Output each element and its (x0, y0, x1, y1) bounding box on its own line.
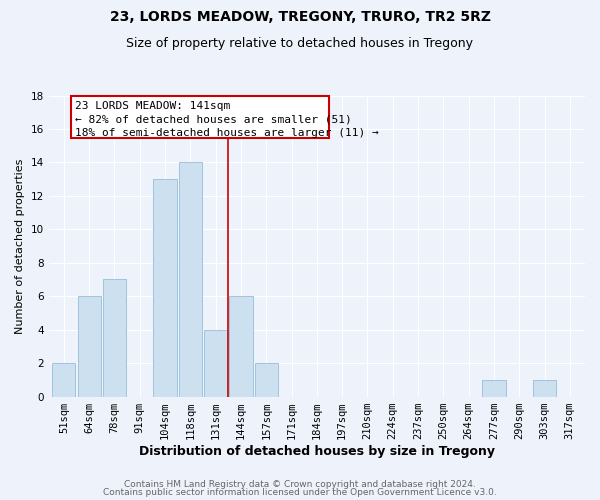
Bar (52, 363, 76, 396)
Text: Contains HM Land Registry data © Crown copyright and database right 2024.: Contains HM Land Registry data © Crown c… (124, 480, 476, 489)
Bar (77, 296, 101, 396)
Text: Size of property relative to detached houses in Tregony: Size of property relative to detached ho… (127, 38, 473, 51)
X-axis label: Distribution of detached houses by size in Tregony: Distribution of detached houses by size … (139, 444, 495, 458)
Bar (179, 162, 202, 396)
Bar (254, 363, 278, 396)
Bar (482, 380, 506, 396)
Text: 18% of semi-detached houses are larger (11) →: 18% of semi-detached houses are larger (… (75, 128, 379, 138)
Bar (204, 330, 227, 396)
Bar (71, 96, 329, 138)
Text: Contains public sector information licensed under the Open Government Licence v3: Contains public sector information licen… (103, 488, 497, 497)
Bar (103, 280, 126, 396)
Bar (229, 296, 253, 396)
Y-axis label: Number of detached properties: Number of detached properties (15, 158, 25, 334)
Text: 23 LORDS MEADOW: 141sqm: 23 LORDS MEADOW: 141sqm (75, 100, 230, 110)
Text: 23, LORDS MEADOW, TREGONY, TRURO, TR2 5RZ: 23, LORDS MEADOW, TREGONY, TRURO, TR2 5R… (110, 10, 491, 24)
Text: ← 82% of detached houses are smaller (51): ← 82% of detached houses are smaller (51… (75, 114, 352, 124)
Bar (533, 380, 556, 396)
Bar (154, 179, 176, 396)
